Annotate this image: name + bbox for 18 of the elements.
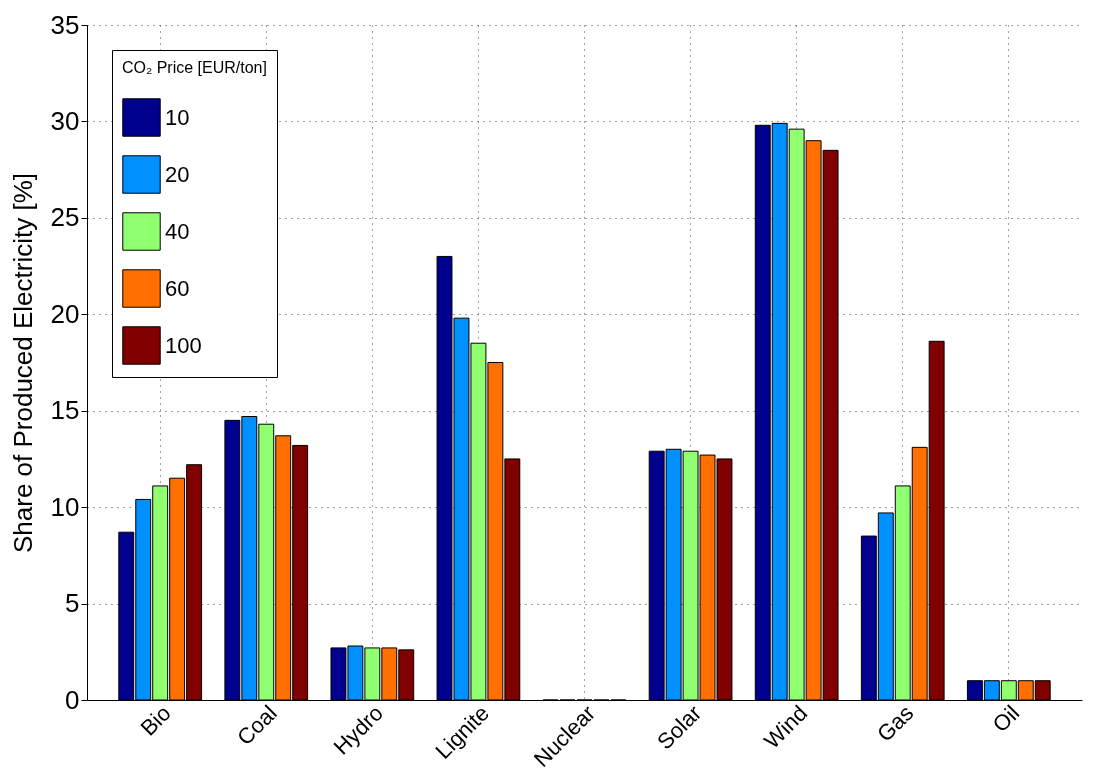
legend-label: 20	[165, 161, 190, 187]
y-tick-label: 5	[65, 588, 80, 619]
y-tick-label: 15	[50, 395, 80, 426]
legend-title: CO₂ Price [EUR/ton]	[122, 59, 267, 76]
y-axis-title: Share of Produced Electricity [%]	[7, 172, 38, 554]
y-tick-label: 30	[50, 105, 80, 136]
y-tick-label: 10	[50, 491, 80, 522]
legend-label: 10	[165, 104, 190, 130]
legend-label: 100	[165, 332, 202, 358]
x-tick-label: Gas	[872, 700, 919, 747]
legend-label: 60	[165, 275, 190, 301]
y-tick-label: 25	[50, 202, 80, 233]
x-tick-label: Bio	[135, 700, 176, 741]
y-tick-label: 0	[65, 684, 80, 715]
x-tick-label: Oil	[987, 700, 1025, 738]
y-tick-label: 35	[50, 9, 80, 40]
legend-label: 40	[165, 218, 190, 244]
y-tick-label: 20	[50, 298, 80, 329]
